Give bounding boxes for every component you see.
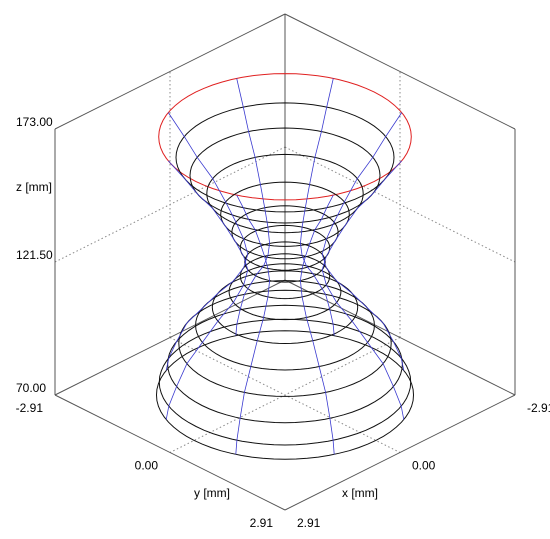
meridian	[299, 78, 335, 336]
ring	[220, 181, 350, 247]
x-axis-label: x [mm]	[342, 486, 378, 500]
x-tick-label: 2.91	[297, 516, 321, 530]
y-axis-label: y [mm]	[194, 486, 230, 500]
box-edge	[54, 394, 286, 511]
ring	[155, 330, 415, 460]
z-tick-label: 70.00	[16, 381, 46, 395]
ring	[158, 73, 412, 201]
y-tick-label: -2.91	[16, 401, 44, 415]
x-tick-label: -2.91	[527, 401, 550, 415]
z-tick-label: 121.50	[16, 248, 53, 262]
ring	[231, 205, 339, 260]
grid-line	[169, 337, 401, 453]
z-tick-label: 173.00	[16, 115, 53, 129]
ring	[228, 263, 342, 321]
meridian	[321, 112, 405, 371]
meridian	[165, 160, 249, 420]
y-tick-label: 0.00	[135, 459, 159, 473]
grid-line	[54, 13, 286, 130]
meridian	[235, 78, 271, 336]
box-edge	[284, 394, 516, 511]
grid-line	[284, 279, 516, 396]
x-tick-label: 0.00	[412, 459, 436, 473]
ring	[239, 224, 331, 271]
ring	[167, 304, 403, 424]
ring	[244, 241, 326, 283]
ring	[206, 153, 364, 234]
meridian	[235, 194, 271, 455]
meridian	[321, 160, 405, 420]
ring	[178, 289, 392, 397]
grid-line	[284, 13, 516, 130]
meridian	[299, 194, 335, 455]
grid-line	[54, 146, 286, 263]
y-tick-label: 2.91	[250, 516, 274, 530]
meridian	[165, 112, 249, 371]
grid-line	[284, 146, 516, 263]
grid-line	[54, 279, 286, 396]
z-axis-label: z [mm]	[16, 180, 52, 194]
ring	[158, 318, 412, 446]
ring	[189, 127, 381, 224]
ring	[195, 280, 375, 371]
